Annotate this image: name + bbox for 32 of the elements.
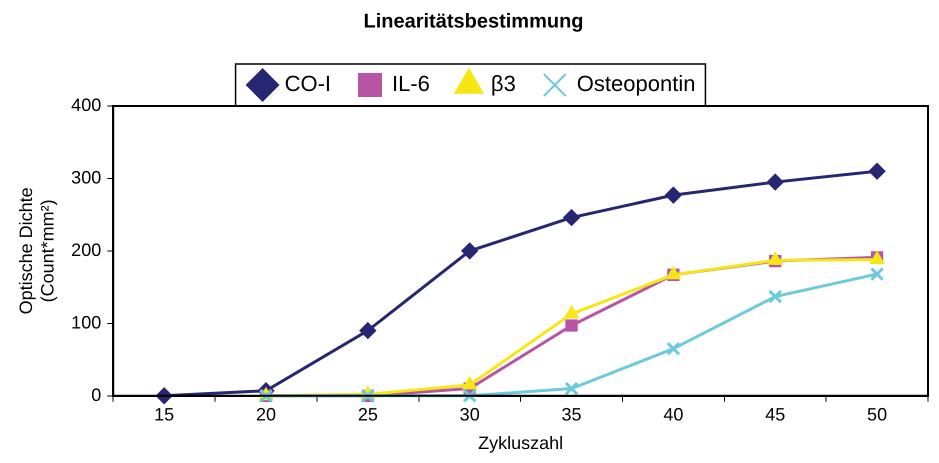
legend-label: IL-6 xyxy=(392,71,430,96)
x-tick-label: 20 xyxy=(256,404,276,425)
point xyxy=(461,242,478,260)
chart-title: Linearitätsbestimmung xyxy=(363,10,584,33)
point xyxy=(563,209,580,226)
point xyxy=(768,289,782,304)
point xyxy=(664,186,682,204)
x-tick-label: 35 xyxy=(562,404,582,425)
x-axis-title: Zykluszahl xyxy=(478,433,564,454)
x-tick-label: 45 xyxy=(765,404,786,425)
x-tick-label: 40 xyxy=(663,404,684,425)
x-tick-label: 30 xyxy=(460,404,480,425)
legend-label: CO-I xyxy=(284,71,332,96)
y-axis-title: Optische Dichte (Count*mm²) xyxy=(16,187,58,314)
legend-label: β3 xyxy=(490,71,516,96)
y-tick-label: 0 xyxy=(91,384,102,405)
x-tick-label: 15 xyxy=(154,404,174,425)
point xyxy=(868,162,886,180)
x-tick-label: 50 xyxy=(867,404,888,425)
point xyxy=(462,388,477,403)
x-tick-label: 25 xyxy=(358,404,378,425)
y-tick-label: 300 xyxy=(71,167,102,188)
point xyxy=(870,266,884,282)
point xyxy=(766,174,784,191)
y-tick-label: 200 xyxy=(71,240,102,260)
point xyxy=(564,381,579,396)
y-tick-label: 100 xyxy=(71,312,102,332)
point xyxy=(666,342,681,356)
legend-label: Osteopontin xyxy=(576,71,696,96)
point xyxy=(565,319,578,332)
point xyxy=(359,322,376,340)
y-tick-label: 400 xyxy=(71,94,102,115)
